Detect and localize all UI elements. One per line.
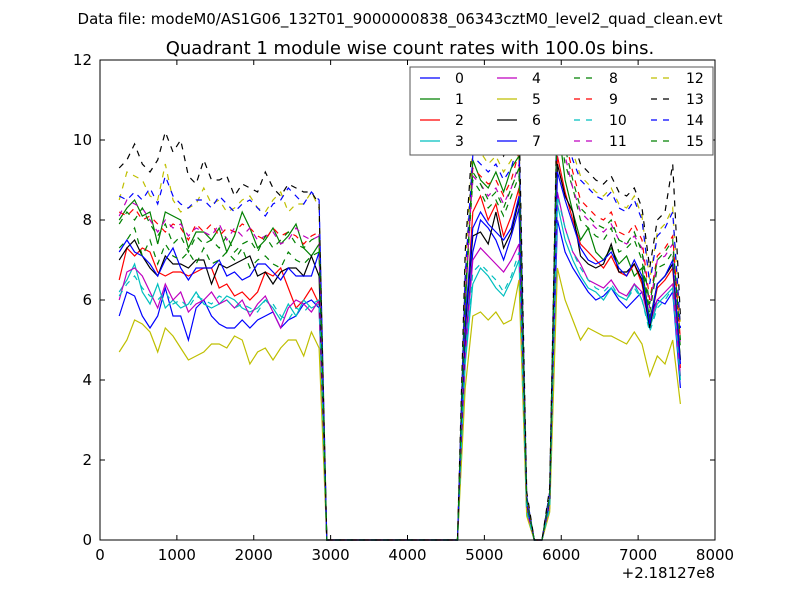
legend-label-8: 8 bbox=[609, 71, 618, 87]
series-line-9 bbox=[118, 99, 681, 541]
x-offset-label: +2.18127e8 bbox=[622, 564, 715, 582]
series-line-1 bbox=[118, 119, 681, 541]
y-tick-label: 0 bbox=[82, 531, 92, 549]
y-tick-label: 8 bbox=[82, 211, 92, 229]
y-tick-label: 4 bbox=[82, 371, 92, 389]
legend-label-12: 12 bbox=[686, 71, 704, 87]
x-tick-label: 0 bbox=[95, 546, 105, 564]
x-tick-label: 4000 bbox=[388, 546, 426, 564]
series-line-2 bbox=[118, 155, 681, 541]
series-line-4 bbox=[118, 191, 681, 541]
series-line-13 bbox=[118, 91, 681, 541]
series-line-11 bbox=[118, 123, 681, 541]
axes-ticks: 0 1000 2000 3000 4000 5000 6000 7000 80000246810… bbox=[73, 51, 734, 564]
legend-label-13: 13 bbox=[686, 92, 704, 108]
x-tick-label: 3000 bbox=[312, 546, 350, 564]
x-tick-label: 1000 bbox=[158, 546, 196, 564]
series-line-10 bbox=[118, 195, 681, 541]
series-line-5 bbox=[118, 267, 681, 541]
y-tick-label: 2 bbox=[82, 451, 92, 469]
legend-label-9: 9 bbox=[609, 92, 618, 108]
y-tick-label: 12 bbox=[73, 51, 92, 69]
x-tick-label: 7000 bbox=[619, 546, 657, 564]
y-tick-label: 6 bbox=[82, 291, 92, 309]
series-line-12 bbox=[118, 83, 681, 541]
series-line-8 bbox=[118, 115, 681, 541]
series-line-0 bbox=[118, 207, 681, 541]
suptitle: Data file: modeM0/AS1G06_132T01_90000008… bbox=[78, 10, 723, 29]
legend-label-11: 11 bbox=[609, 134, 627, 150]
legend-label-10: 10 bbox=[609, 113, 627, 129]
legend-label-3: 3 bbox=[455, 134, 464, 150]
series-line-14 bbox=[118, 99, 681, 541]
x-tick-label: 2000 bbox=[235, 546, 273, 564]
legend-label-6: 6 bbox=[532, 113, 541, 129]
legend-box bbox=[409, 66, 714, 156]
legend-label-1: 1 bbox=[455, 92, 464, 108]
chart-title: Quadrant 1 module wise count rates with … bbox=[166, 38, 655, 59]
x-tick-label: 8000 bbox=[696, 546, 734, 564]
series-line-3 bbox=[118, 203, 681, 541]
legend-label-0: 0 bbox=[455, 71, 464, 87]
series-line-7 bbox=[118, 171, 681, 541]
series-line-15 bbox=[118, 107, 681, 541]
legend-label-15: 15 bbox=[686, 134, 704, 150]
y-tick-label: 10 bbox=[73, 131, 92, 149]
legend-label-7: 7 bbox=[532, 134, 541, 150]
legend-label-2: 2 bbox=[455, 113, 464, 129]
x-tick-label: 5000 bbox=[465, 546, 503, 564]
x-tick-label: 6000 bbox=[542, 546, 580, 564]
legend-label-4: 4 bbox=[532, 71, 541, 87]
legend-label-5: 5 bbox=[532, 92, 541, 108]
legend-label-14: 14 bbox=[686, 113, 704, 129]
